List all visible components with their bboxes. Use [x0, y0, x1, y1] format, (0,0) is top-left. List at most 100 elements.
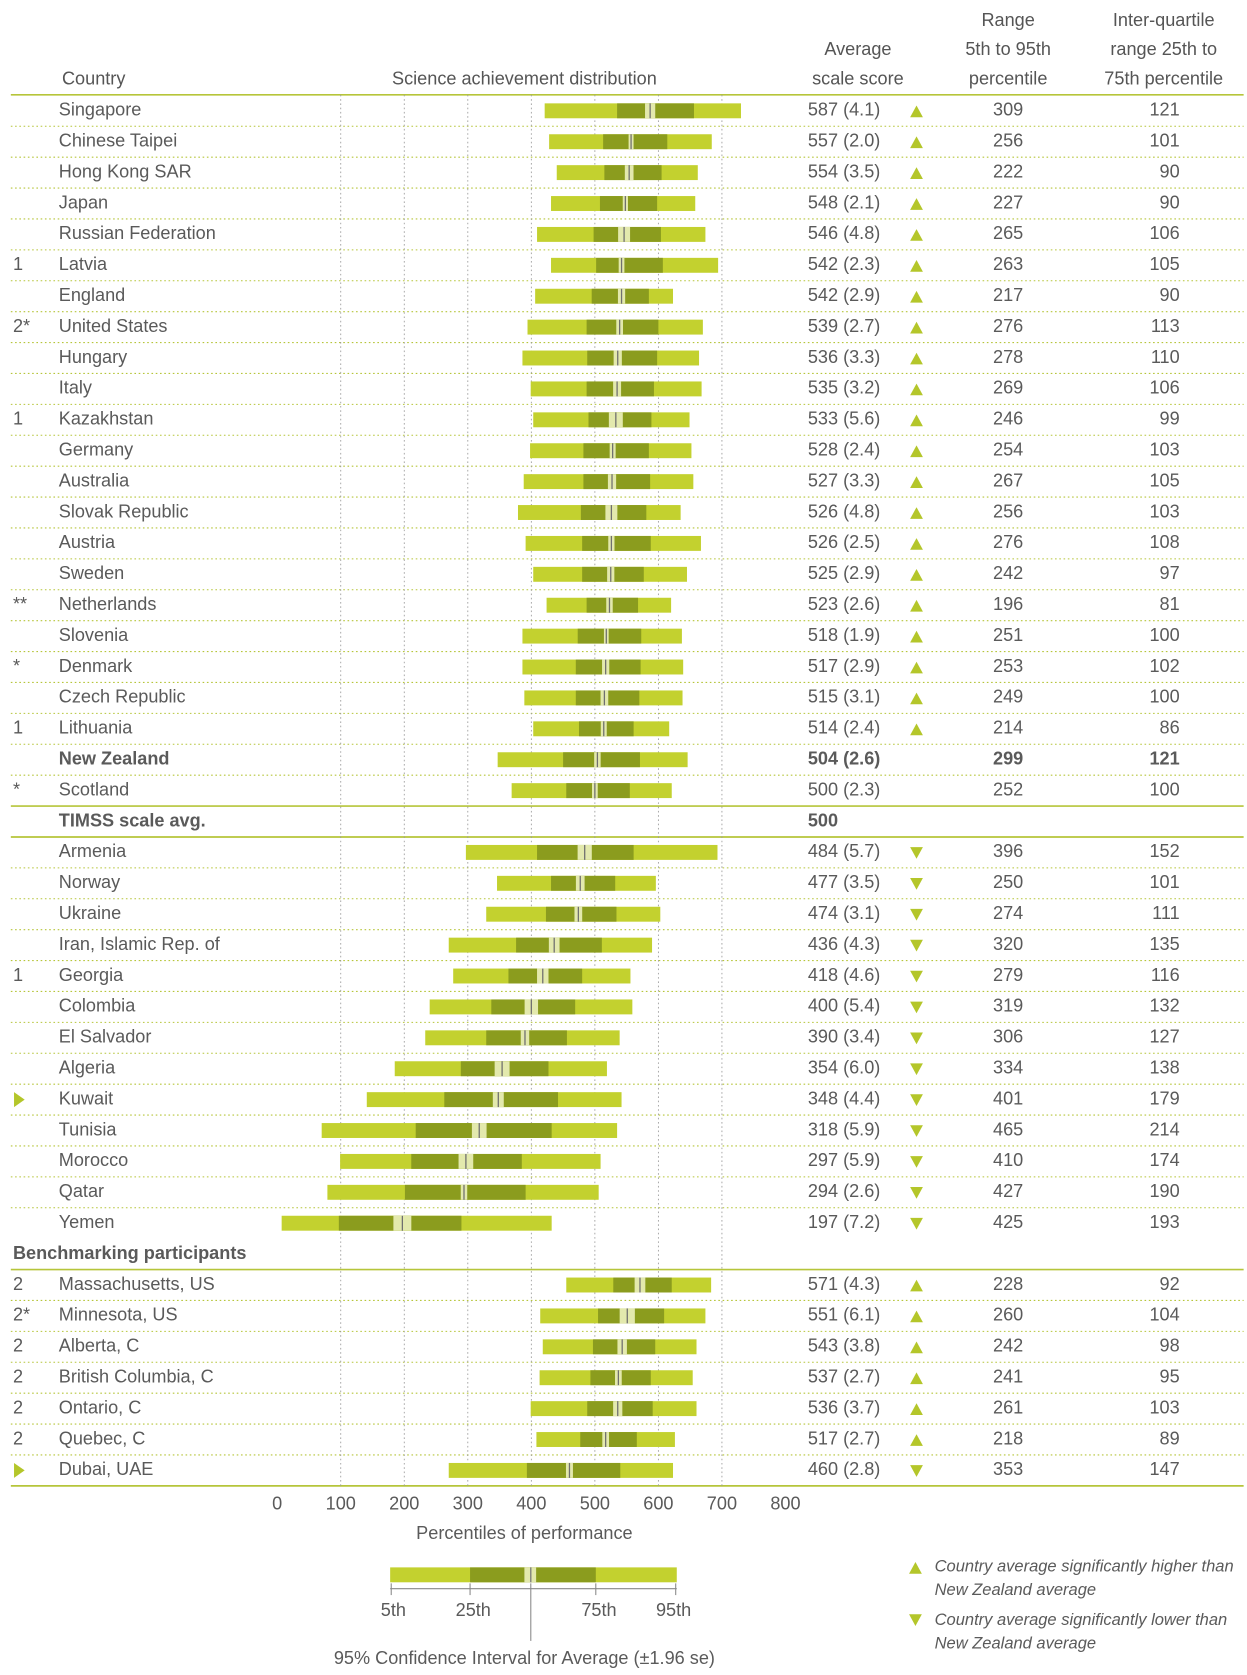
range-value: 410 — [993, 1150, 1023, 1170]
iqr-value: 138 — [1149, 1057, 1179, 1077]
interquartile-range — [583, 443, 649, 459]
country-label: Dubai, UAE — [59, 1459, 154, 1479]
interquartile-range — [603, 134, 668, 150]
comparison-marker — [910, 1434, 923, 1446]
interquartile-range — [587, 350, 658, 366]
row-note: 2 — [13, 1428, 23, 1448]
iqr-value: 179 — [1149, 1088, 1179, 1108]
header-distribution: Science achievement distribution — [392, 69, 657, 89]
interquartile-range — [577, 628, 642, 644]
average-label: 400 (5.4) — [808, 996, 880, 1016]
country-label: United States — [59, 316, 168, 336]
range-value: 276 — [993, 316, 1023, 336]
comparison-marker — [910, 445, 923, 458]
range-value: 278 — [993, 347, 1023, 367]
average-label: 543 (3.8) — [808, 1336, 880, 1356]
average-label: 518 (1.9) — [808, 625, 880, 645]
range-value: 252 — [993, 779, 1023, 799]
iqr-value: 104 — [1149, 1305, 1179, 1325]
comparison-marker — [910, 599, 923, 612]
header-range: percentile — [969, 69, 1048, 89]
iqr-value: 90 — [1160, 192, 1180, 212]
iqr-value: 103 — [1149, 501, 1179, 521]
iqr-value: 90 — [1160, 161, 1180, 181]
comparison-marker — [910, 908, 923, 921]
iqr-value: 81 — [1160, 594, 1180, 614]
legend-up-text: Country average significantly higher tha… — [935, 1558, 1234, 1576]
average-label: 557 (2.0) — [808, 130, 880, 150]
header-range: 5th to 95th — [965, 39, 1051, 59]
country-label: Hungary — [59, 347, 128, 367]
comparison-marker — [910, 259, 923, 272]
country-label: New Zealand — [59, 748, 170, 768]
row-note: 1 — [13, 718, 23, 738]
legend-ci-label: 95% Confidence Interval for Average (±1.… — [334, 1648, 715, 1668]
range-value: 214 — [993, 718, 1023, 738]
country-label: Ukraine — [59, 903, 121, 923]
comparison-marker — [910, 1341, 923, 1354]
average-label: 477 (3.5) — [808, 872, 880, 892]
comparison-marker — [910, 1186, 923, 1199]
range-value: 222 — [993, 161, 1023, 181]
range-value: 196 — [993, 594, 1023, 614]
iqr-value: 101 — [1149, 130, 1179, 150]
country-label: Austria — [59, 532, 116, 552]
row-note: * — [13, 656, 20, 676]
range-value: 319 — [993, 996, 1023, 1016]
range-value: 251 — [993, 625, 1023, 645]
country-label: Japan — [59, 192, 108, 212]
average-label: 318 (5.9) — [808, 1119, 880, 1139]
row-note: 2 — [13, 1397, 23, 1417]
range-value: 242 — [993, 563, 1023, 583]
range-value: 261 — [993, 1397, 1023, 1417]
average-label: 548 (2.1) — [808, 192, 880, 212]
average-label: 526 (2.5) — [808, 532, 880, 552]
iqr-value: 95 — [1160, 1367, 1180, 1387]
comparison-marker — [910, 1310, 923, 1323]
country-label: Scotland — [59, 779, 129, 799]
comparison-marker — [910, 105, 923, 118]
country-label: British Columbia, C — [59, 1367, 214, 1387]
range-value: 425 — [993, 1212, 1023, 1232]
range-value: 353 — [993, 1459, 1023, 1479]
average-label: 536 (3.7) — [808, 1397, 880, 1417]
average-label: 294 (2.6) — [808, 1181, 880, 1201]
header-range: Range — [981, 10, 1034, 30]
average-label: 474 (3.1) — [808, 903, 880, 923]
country-label: Minnesota, US — [59, 1305, 178, 1325]
interquartile-range — [563, 752, 640, 768]
iqr-value: 98 — [1160, 1336, 1180, 1356]
iqr-value: 106 — [1149, 378, 1179, 398]
iqr-value: 121 — [1149, 100, 1179, 120]
legend-label: 25th — [456, 1600, 491, 1620]
range-value: 249 — [993, 687, 1023, 707]
country-label: England — [59, 285, 125, 305]
country-label: Latvia — [59, 254, 108, 274]
country-label: Chinese Taipei — [59, 130, 177, 150]
country-label: Morocco — [59, 1150, 128, 1170]
country-label: Italy — [59, 378, 93, 398]
comparison-marker — [910, 1063, 923, 1076]
comparison-marker — [910, 1125, 923, 1137]
average-label: 551 (6.1) — [808, 1305, 880, 1325]
iqr-value: 214 — [1149, 1119, 1179, 1139]
header-average: Average — [824, 39, 891, 59]
comparison-marker — [910, 939, 923, 952]
iqr-value: 92 — [1160, 1274, 1180, 1294]
iqr-value: 152 — [1149, 841, 1179, 861]
average-label: 525 (2.9) — [808, 563, 880, 583]
header-iqr: 75th percentile — [1104, 69, 1223, 89]
iqr-value: 89 — [1160, 1428, 1180, 1448]
average-label: 542 (2.3) — [808, 254, 880, 274]
average-label: 536 (3.3) — [808, 347, 880, 367]
country-label: Hong Kong SAR — [59, 161, 192, 181]
range-value: 279 — [993, 965, 1023, 985]
comparison-marker — [910, 476, 923, 489]
country-label: Czech Republic — [59, 687, 186, 707]
country-label: Lithuania — [59, 718, 133, 738]
comparison-marker — [910, 1403, 923, 1416]
row-note: 2 — [13, 1336, 23, 1356]
range-value: 427 — [993, 1181, 1023, 1201]
average-label: 527 (3.3) — [808, 470, 880, 490]
legend-label: 5th — [381, 1600, 406, 1620]
